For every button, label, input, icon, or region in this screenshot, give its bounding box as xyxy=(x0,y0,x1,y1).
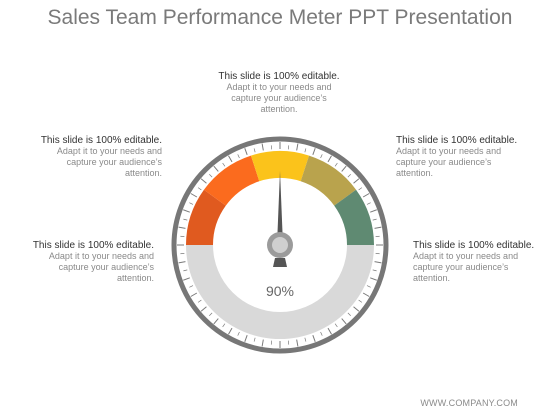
gauge-tick xyxy=(341,165,347,172)
gauge-track xyxy=(186,245,374,339)
gauge-tick xyxy=(304,148,307,153)
gauge-tick xyxy=(296,143,299,151)
gauge-tick xyxy=(327,155,332,163)
performance-gauge: 90% xyxy=(171,136,389,354)
gauge-tick xyxy=(253,148,256,153)
gauge-outer-ring xyxy=(171,136,389,354)
callout-upper-right: This slide is 100% editable. Adapt it to… xyxy=(396,135,526,179)
gauge-tick xyxy=(178,226,186,229)
gauge-tick xyxy=(253,337,256,342)
gauge-tick xyxy=(374,226,382,229)
callout-top: This slide is 100% editable. Adapt it to… xyxy=(214,71,344,115)
callout-lower-left-strong: This slide is 100% editable. xyxy=(32,240,154,251)
callout-upper-right-text: Adapt it to your needs and capture your … xyxy=(396,146,502,178)
gauge-tick xyxy=(178,261,186,264)
gauge-tick xyxy=(183,277,190,281)
callout-lower-left-text: Adapt it to your needs and capture your … xyxy=(48,251,154,283)
gauge-tick xyxy=(183,269,188,272)
gauge-needle xyxy=(277,171,283,245)
gauge-tick xyxy=(189,285,194,288)
gauge-tick xyxy=(228,327,233,335)
footer-url: WWW.COMPANY.COM xyxy=(420,398,518,408)
gauge-tick xyxy=(372,269,377,272)
callout-lower-right-strong: This slide is 100% editable. xyxy=(413,240,535,251)
gauge-tick xyxy=(366,202,371,205)
gauge-tick xyxy=(209,174,213,178)
gauge-tick xyxy=(374,261,382,264)
callout-upper-left-strong: This slide is 100% editable. xyxy=(40,135,162,146)
gauge-tick xyxy=(213,165,219,172)
gauge-segment xyxy=(334,189,374,245)
slide-title: Sales Team Performance Meter PPT Present… xyxy=(47,6,513,29)
gauge-tick xyxy=(261,143,264,151)
gauge-tick xyxy=(358,299,363,303)
gauge-tick xyxy=(244,148,248,155)
gauge-tick xyxy=(209,312,213,316)
gauge-tick xyxy=(222,162,226,167)
gauge-tick xyxy=(347,312,351,316)
gauge-tick xyxy=(320,331,323,336)
gauge-tick xyxy=(370,277,377,281)
gauge-tick xyxy=(213,318,219,325)
gauge-value-label: 90% xyxy=(266,283,294,299)
gauge-tick xyxy=(334,323,338,328)
callout-lower-left: This slide is 100% editable. Adapt it to… xyxy=(24,240,154,284)
callout-upper-left-text: Adapt it to your needs and capture your … xyxy=(56,146,162,178)
gauge-tick xyxy=(237,154,240,159)
gauge-hub-inner xyxy=(272,237,288,253)
gauge-tick xyxy=(362,292,370,297)
gauge-tick xyxy=(372,218,377,221)
gauge-segment xyxy=(186,189,226,245)
gauge-tick xyxy=(190,292,198,297)
gauge-tick xyxy=(358,187,363,191)
gauge-tick xyxy=(189,202,194,205)
gauge-tick xyxy=(200,178,207,184)
gauge-tick xyxy=(362,193,370,198)
gauge-tick xyxy=(237,331,240,336)
gauge-tick xyxy=(190,193,198,198)
gauge-tick xyxy=(304,337,307,342)
gauge-tick xyxy=(312,148,316,155)
gauge-tick xyxy=(370,209,377,213)
gauge-tick xyxy=(366,285,371,288)
callout-top-text: Adapt it to your needs and capture your … xyxy=(226,82,332,114)
gauge-tick xyxy=(228,155,233,163)
gauge-tick xyxy=(320,154,323,159)
gauge-tick xyxy=(334,162,338,167)
gauge-tick xyxy=(222,323,226,328)
gauge-tick xyxy=(200,306,207,312)
gauge-tick xyxy=(312,335,316,342)
gauge-tick xyxy=(183,218,188,221)
gauge-segments xyxy=(186,150,374,339)
gauge-tick xyxy=(183,209,190,213)
gauge-tick xyxy=(197,187,202,191)
gauge-needle-tail xyxy=(273,258,287,267)
gauge-tick xyxy=(327,327,332,335)
gauge-tick xyxy=(197,299,202,303)
gauge-ticks xyxy=(177,142,383,348)
gauge-tick xyxy=(296,339,299,347)
gauge-tick xyxy=(244,335,248,342)
gauge-tick xyxy=(341,318,347,325)
callout-lower-right-text: Adapt it to your needs and capture your … xyxy=(413,251,519,283)
callout-upper-right-strong: This slide is 100% editable. xyxy=(396,135,518,146)
gauge-segment xyxy=(203,155,260,206)
gauge-tick xyxy=(353,178,360,184)
callout-upper-left: This slide is 100% editable. Adapt it to… xyxy=(32,135,162,179)
callout-top-strong: This slide is 100% editable. xyxy=(218,71,340,82)
gauge-tick xyxy=(261,339,264,347)
gauge-segment xyxy=(250,150,310,182)
gauge-segment xyxy=(300,155,357,206)
gauge-tick xyxy=(353,306,360,312)
gauge-tick xyxy=(347,174,351,178)
callout-lower-right: This slide is 100% editable. Adapt it to… xyxy=(413,240,543,284)
